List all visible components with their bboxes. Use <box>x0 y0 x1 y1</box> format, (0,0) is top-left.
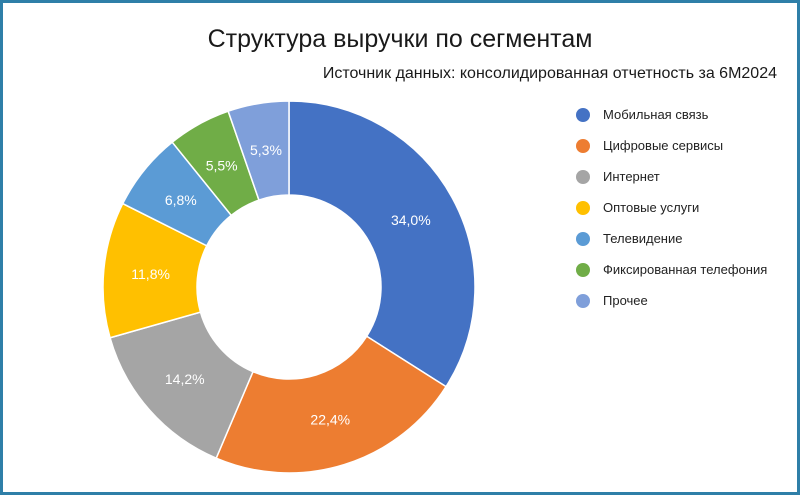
legend-label: Цифровые сервисы <box>603 138 724 153</box>
legend-marker-icon <box>576 107 590 122</box>
donut-slice-7 <box>227 100 290 202</box>
legend-label: Телевидение <box>603 231 683 246</box>
legend-label: Прочее <box>603 293 648 308</box>
chart-title: Структура выручки по сегментам <box>207 25 593 53</box>
legend-label: Оптовые услуги <box>603 200 700 215</box>
legend-marker-icon <box>576 231 590 246</box>
chart-subtitle: Источник данных: консолидированная отчет… <box>322 65 777 82</box>
legend-item-4: Оптовые услуги <box>576 192 767 223</box>
legend-marker-icon <box>576 262 590 277</box>
legend-item-5: Телевидение <box>576 223 767 254</box>
data-label-6: 5,5% <box>206 157 238 173</box>
chart-legend: Мобильная связь Цифровые сервисы Интернет О… <box>576 99 767 316</box>
legend-marker-icon <box>576 138 590 153</box>
legend-label: Мобильная связь <box>603 107 709 122</box>
donut-slice-2 <box>215 335 448 474</box>
data-label-4: 11,8% <box>131 266 170 282</box>
data-label-2: 22,4% <box>310 412 350 428</box>
legend-marker-icon <box>576 169 590 184</box>
legend-label: Интернет <box>603 169 660 184</box>
legend-item-3: Интернет <box>576 161 767 192</box>
data-label-7: 5,3% <box>250 142 282 158</box>
legend-item-7: Прочее <box>576 285 767 316</box>
legend-item-1: Мобильная связь <box>576 99 767 130</box>
data-label-5: 6,8% <box>165 192 197 208</box>
legend-marker-icon <box>576 200 590 215</box>
legend-item-2: Цифровые сервисы <box>576 130 767 161</box>
legend-label: Фиксированная телефония <box>603 262 768 277</box>
donut-chart: 34,0% 22,4% 14,2% 11,8% 6,8% 5,5% 5,3% <box>102 100 476 474</box>
donut-slice-1 <box>288 100 476 388</box>
legend-item-6: Фиксированная телефония <box>576 254 767 285</box>
data-label-1: 34,0% <box>391 212 431 228</box>
data-label-3: 14,2% <box>165 371 205 387</box>
legend-marker-icon <box>576 293 590 308</box>
